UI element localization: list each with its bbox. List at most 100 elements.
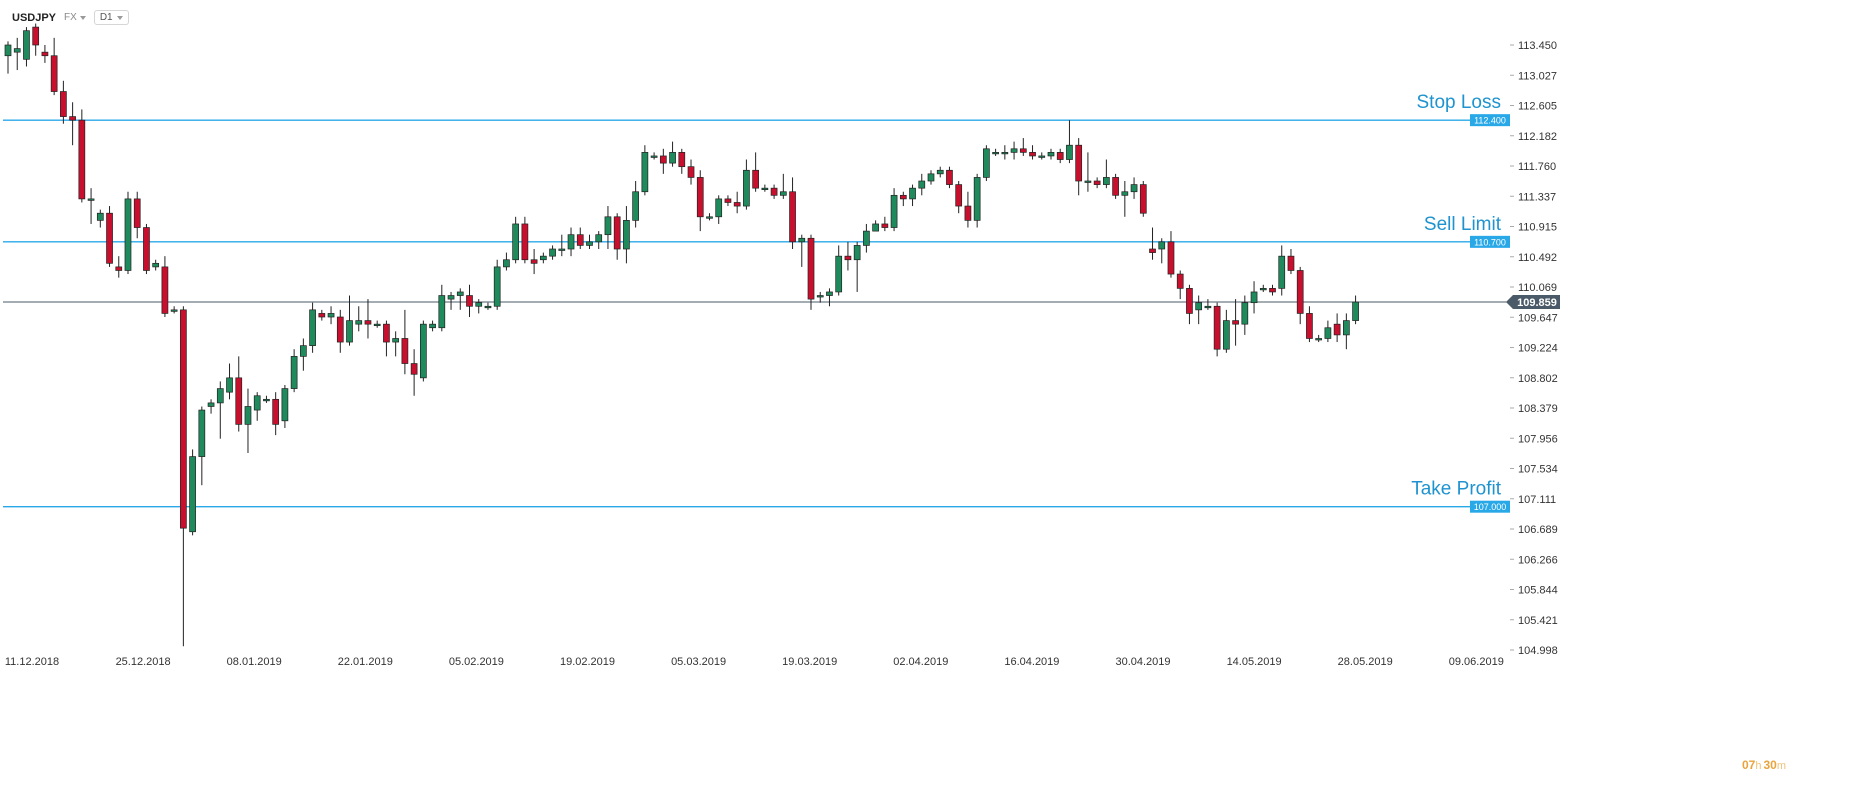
candle-body-up bbox=[1195, 302, 1203, 311]
x-tick-label: 05.03.2019 bbox=[671, 656, 726, 668]
candle-body-up bbox=[1047, 152, 1055, 157]
market-label: FX bbox=[64, 12, 77, 23]
candle-body-up bbox=[253, 395, 261, 411]
candle bbox=[355, 306, 363, 332]
y-tick-label: 110.069 bbox=[1518, 282, 1557, 294]
candle bbox=[909, 184, 916, 207]
candle bbox=[899, 191, 907, 207]
candle bbox=[613, 213, 621, 260]
candle-body-up bbox=[1010, 148, 1018, 153]
level-name-label: Stop Loss bbox=[1417, 92, 1502, 113]
timer-hours-unit: h bbox=[1755, 760, 1762, 772]
candle bbox=[641, 145, 649, 196]
candle bbox=[1342, 313, 1350, 350]
level-price-tag bbox=[1470, 114, 1510, 127]
candle-body-down bbox=[696, 177, 704, 218]
candle-body-up bbox=[124, 198, 132, 271]
candle bbox=[761, 184, 769, 192]
candle-body-up bbox=[392, 338, 400, 343]
candle bbox=[410, 349, 418, 396]
candle-body-up bbox=[761, 187, 769, 191]
candle-body-down bbox=[807, 237, 815, 300]
candle bbox=[484, 302, 492, 310]
candle-body-down bbox=[1019, 148, 1027, 153]
candle-body-down bbox=[733, 202, 741, 207]
candle bbox=[263, 395, 270, 403]
candle bbox=[226, 363, 233, 400]
candle bbox=[1269, 284, 1276, 296]
candle bbox=[1066, 120, 1073, 164]
candle bbox=[60, 80, 67, 124]
level-price-tag-label: 110.700 bbox=[1474, 237, 1506, 247]
symbol-label[interactable]: USDJPY bbox=[12, 11, 57, 24]
candle bbox=[32, 23, 40, 56]
candle-body-down bbox=[318, 313, 326, 318]
candle-body-down bbox=[336, 316, 344, 343]
candle bbox=[1195, 295, 1203, 325]
level-name-label: Take Profit bbox=[1411, 479, 1501, 500]
candle bbox=[678, 148, 686, 174]
candle bbox=[493, 259, 501, 310]
candle-body-up bbox=[1241, 302, 1249, 325]
candle-body-up bbox=[327, 313, 335, 318]
timeframe-selector[interactable]: D1 bbox=[93, 10, 129, 25]
candle-body-up bbox=[1352, 301, 1359, 321]
y-tick-label: 111.760 bbox=[1518, 161, 1556, 173]
candle bbox=[1241, 295, 1249, 335]
candle bbox=[78, 109, 86, 203]
candle-body-down bbox=[1093, 180, 1101, 185]
candle-body-down bbox=[687, 166, 695, 178]
candle bbox=[4, 41, 12, 74]
candle bbox=[558, 234, 566, 257]
candle-body-up bbox=[429, 323, 436, 329]
candle bbox=[521, 216, 529, 264]
price-axis: 113.450 113.027 112.605 112.182 111.760 111.3… bbox=[1510, 40, 1558, 657]
candle-body-up bbox=[1084, 180, 1092, 183]
candle bbox=[798, 234, 806, 267]
candle bbox=[844, 241, 852, 271]
candle-body-up bbox=[207, 402, 215, 407]
candle bbox=[272, 392, 280, 436]
candle-body-up bbox=[456, 291, 464, 296]
candle bbox=[696, 170, 704, 232]
candle bbox=[567, 227, 575, 257]
candle-body-up bbox=[1324, 327, 1332, 339]
y-tick-label: 109.224 bbox=[1518, 343, 1558, 355]
candle bbox=[346, 295, 353, 346]
candle-body-up bbox=[706, 216, 713, 219]
candle-body-up bbox=[890, 194, 898, 228]
candle-body-up bbox=[669, 152, 676, 164]
market-selector[interactable]: FX bbox=[64, 12, 86, 23]
candle-body-down bbox=[272, 398, 280, 425]
candle bbox=[290, 349, 298, 393]
timeframe-label: D1 bbox=[99, 12, 113, 23]
candle bbox=[1158, 238, 1166, 264]
candle-body-up bbox=[992, 152, 999, 155]
candle bbox=[1029, 145, 1036, 160]
candle bbox=[503, 252, 510, 271]
candle-body-down bbox=[752, 169, 759, 189]
candle bbox=[1001, 145, 1009, 160]
y-tick-label: 106.689 bbox=[1518, 524, 1558, 536]
candle-body-down bbox=[115, 266, 123, 271]
date-axis: 11.12.2018 25.12.2018 08.01.2019 22.01.2019… bbox=[5, 656, 1504, 668]
candle bbox=[253, 392, 261, 421]
candle-body-up bbox=[1038, 155, 1046, 158]
timer-minutes: 30 bbox=[1763, 758, 1777, 772]
candle bbox=[687, 159, 695, 185]
candle-body-up bbox=[447, 295, 455, 300]
y-tick-label: 112.605 bbox=[1518, 101, 1557, 113]
candle bbox=[189, 449, 196, 536]
candle-body-up bbox=[872, 223, 879, 232]
candle bbox=[853, 241, 861, 292]
y-tick-label: 109.647 bbox=[1518, 312, 1558, 324]
candle-body-up bbox=[475, 302, 483, 307]
candle-body-up bbox=[438, 295, 446, 329]
candle-body-up bbox=[816, 295, 824, 298]
candle bbox=[327, 306, 335, 325]
candle bbox=[992, 148, 999, 156]
candle-body-up bbox=[604, 216, 612, 236]
candle-body-up bbox=[779, 191, 787, 196]
x-tick-label: 19.03.2019 bbox=[782, 656, 837, 668]
